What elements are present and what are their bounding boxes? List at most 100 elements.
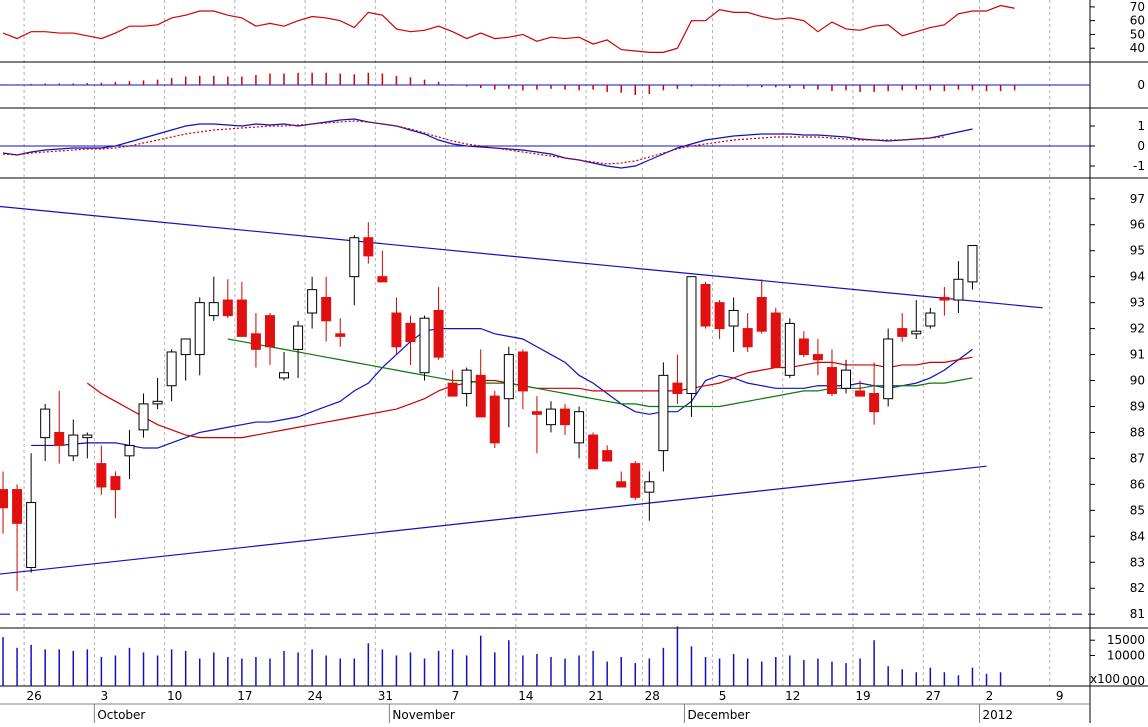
candle-body: [531, 411, 542, 415]
candle: [911, 300, 922, 339]
candle: [517, 349, 528, 410]
candle: [250, 313, 261, 368]
candle-body: [616, 481, 627, 488]
candle-body: [503, 354, 514, 400]
osc-tick-label: 70: [1130, 0, 1145, 14]
x-month-label: October: [97, 708, 145, 722]
price-tick-label: 87: [1130, 451, 1145, 465]
candle-body: [152, 400, 163, 405]
moving-average-medium: [86, 356, 973, 439]
candle: [335, 318, 346, 347]
candle-body: [222, 299, 233, 317]
candle: [841, 359, 852, 394]
candle-body: [475, 374, 486, 418]
candle: [784, 318, 795, 378]
volume-tick-label: 15000: [1107, 633, 1145, 647]
candle-body: [686, 276, 697, 395]
price-tick-label: 88: [1130, 425, 1145, 439]
candle: [194, 297, 205, 376]
candle-body: [124, 444, 135, 457]
x-tick-label: 28: [645, 689, 660, 703]
candle-body: [658, 374, 669, 452]
candle: [672, 354, 683, 404]
macd-tick-label: -1: [1133, 159, 1145, 173]
candle: [897, 313, 908, 342]
osc-tick-label: 60: [1130, 14, 1145, 28]
moving-average-short: [31, 327, 973, 449]
volume-base-label: 000: [1122, 674, 1145, 688]
candle: [222, 279, 233, 319]
candle-body: [26, 502, 37, 568]
candle: [658, 362, 669, 472]
x-tick-label: 2: [986, 689, 994, 703]
candle: [208, 276, 219, 321]
candle-body: [96, 463, 107, 488]
candle-body: [208, 302, 219, 317]
candle-body: [54, 431, 65, 446]
candle: [363, 222, 374, 264]
candle: [531, 396, 542, 454]
volume-unit-label: x100: [1090, 672, 1120, 686]
candle-body: [293, 325, 304, 350]
candle: [377, 250, 388, 283]
candle-body: [756, 296, 767, 332]
candle: [447, 370, 458, 397]
candle-body: [714, 302, 725, 330]
price-tick-label: 91: [1130, 348, 1145, 362]
candle: [855, 380, 866, 397]
candle-body: [349, 237, 360, 278]
candle: [560, 403, 571, 436]
resistance-trendline: [0, 205, 1043, 309]
candle-body: [40, 408, 51, 439]
macd-tick-label: 0: [1137, 139, 1145, 153]
candle-body: [517, 351, 528, 392]
x-tick-label: 7: [452, 689, 460, 703]
x-tick-label: 19: [855, 689, 870, 703]
candle: [26, 453, 37, 573]
candle: [883, 328, 894, 407]
x-tick-label: 17: [237, 689, 252, 703]
x-tick-label: 21: [588, 689, 603, 703]
candle: [152, 377, 163, 410]
candle: [307, 276, 318, 329]
candle-body: [883, 338, 894, 400]
price-tick-label: 86: [1130, 477, 1145, 491]
candle-body: [939, 296, 950, 301]
x-month-label: 2012: [983, 708, 1014, 722]
candle: [40, 403, 51, 462]
candle-body: [770, 312, 781, 369]
candle-body: [250, 333, 261, 350]
candle: [0, 471, 9, 534]
candle-body: [897, 328, 908, 337]
candle: [489, 390, 500, 449]
candle: [433, 287, 444, 360]
candle-body: [489, 395, 500, 444]
price-tick-label: 90: [1130, 374, 1145, 388]
candle-body: [953, 278, 964, 301]
candle: [714, 300, 725, 339]
candle: [349, 235, 360, 306]
x-tick-label: 14: [518, 689, 533, 703]
candle: [602, 445, 613, 462]
candle: [279, 351, 290, 381]
price-tick-label: 83: [1130, 555, 1145, 569]
candle: [545, 401, 556, 433]
candle: [953, 261, 964, 314]
candle-body: [728, 309, 739, 327]
x-month-label: November: [392, 708, 454, 722]
candle: [96, 445, 107, 495]
candle-body: [700, 283, 711, 327]
candle-body: [812, 354, 823, 361]
candle: [293, 320, 304, 378]
price-tick-label: 94: [1130, 270, 1145, 284]
candle-body: [264, 315, 275, 348]
candle: [686, 276, 697, 417]
candle-body: [279, 372, 290, 379]
osc-tick-label: 50: [1130, 27, 1145, 41]
macd-signal-line: [2, 120, 945, 165]
price-tick-label: 92: [1130, 322, 1145, 336]
candle: [742, 313, 753, 352]
x-tick-label: 12: [785, 689, 800, 703]
